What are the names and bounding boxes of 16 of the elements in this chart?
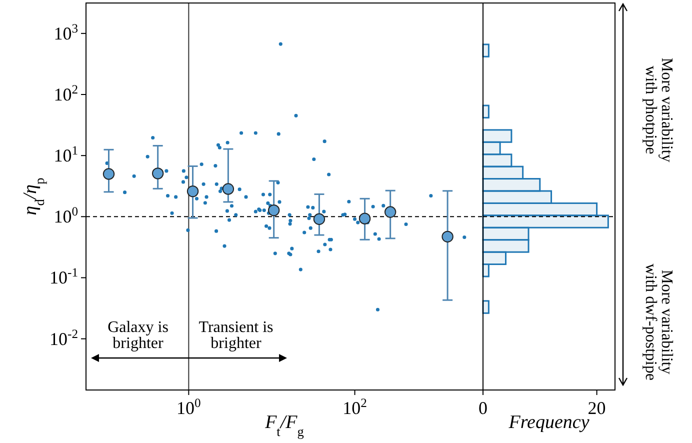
- text: More variability with photpipe: [642, 58, 675, 162]
- y-tick-label: 10$^{2}$: [54, 82, 78, 105]
- text: More variability with dwf-postpipe: [642, 264, 675, 380]
- annotation: Galaxy is brighter: [108, 319, 168, 352]
- x-tick-label: 10$^{2}$: [342, 396, 367, 418]
- y-tick-label: 10$^{3}$: [54, 21, 78, 44]
- y-tick-label: 10$^{-2}$: [50, 326, 78, 349]
- x-axis-title: F$_{t}$/F$_{g}$: [264, 412, 304, 438]
- x-tick-label: 0: [478, 398, 488, 418]
- y-tick-label: 10$^{1}$: [54, 144, 78, 166]
- y-tick-label: 10$^{-1}$: [50, 266, 78, 288]
- x-tick-label: 20: [588, 398, 606, 418]
- x-tick-label: 10$^{0}$: [176, 396, 201, 418]
- annotation: Transient is brighter: [198, 319, 274, 352]
- x-axis-title: Frequency: [508, 412, 590, 433]
- y-tick-label: 10$^{0}$: [54, 204, 78, 227]
